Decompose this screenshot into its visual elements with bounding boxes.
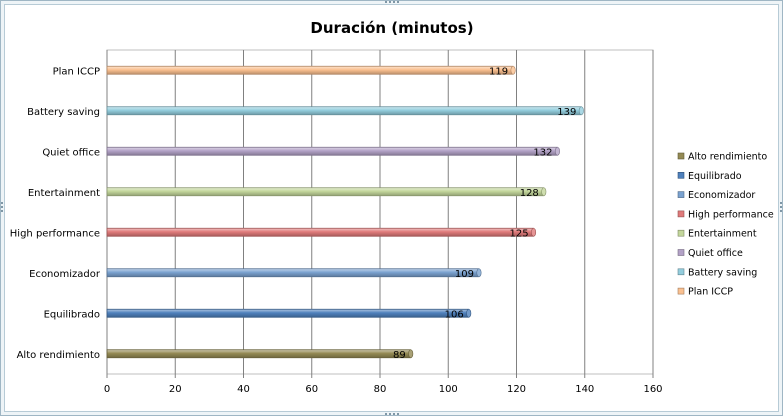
bar bbox=[106, 349, 412, 359]
category-label: Plan ICCP bbox=[53, 66, 100, 77]
data-label: 139 bbox=[557, 107, 576, 118]
legend: Alto rendimiento Equilibrado Economizador H… bbox=[677, 152, 774, 298]
bar-end-cap bbox=[578, 106, 584, 116]
chart-title: Duración (minutos) bbox=[310, 19, 473, 37]
legend-entry: Battery saving bbox=[688, 267, 757, 278]
category-label: Economizador bbox=[29, 269, 101, 280]
legend-swatch bbox=[677, 191, 685, 198]
legend-swatch bbox=[677, 210, 685, 218]
legend-swatch bbox=[677, 249, 685, 256]
legend-entry: Alto rendimiento bbox=[688, 152, 767, 163]
x-tick-label: 80 bbox=[374, 384, 387, 395]
bar-end-cap bbox=[541, 187, 547, 197]
legend-entry: Plan ICCP bbox=[688, 287, 733, 298]
legend-swatch bbox=[677, 172, 685, 179]
data-label: 109 bbox=[455, 269, 474, 280]
legend-entry: Equilibrado bbox=[688, 171, 742, 182]
x-tick-label: 120 bbox=[507, 384, 526, 395]
x-tick-label: 60 bbox=[305, 384, 318, 395]
data-label: 132 bbox=[533, 147, 552, 158]
bar-end-cap bbox=[476, 268, 482, 278]
bar-end-cap bbox=[510, 65, 516, 75]
category-label: Equilibrado bbox=[44, 309, 100, 320]
legend-swatch bbox=[677, 287, 685, 295]
legend-swatch bbox=[677, 152, 685, 160]
x-tick-label: 40 bbox=[237, 384, 250, 395]
data-label: 106 bbox=[445, 309, 464, 320]
bar-end-cap bbox=[408, 349, 414, 359]
category-label: High performance bbox=[10, 228, 100, 239]
x-tick-label: 100 bbox=[439, 384, 458, 395]
x-tick-label: 0 bbox=[104, 384, 110, 395]
bar bbox=[106, 106, 582, 116]
category-label: Quiet office bbox=[42, 147, 100, 158]
bar bbox=[106, 187, 545, 197]
category-label: Battery saving bbox=[27, 107, 100, 118]
bar bbox=[106, 308, 470, 318]
bar bbox=[106, 65, 514, 75]
bar-end-cap bbox=[466, 308, 472, 318]
bar-end-cap bbox=[554, 146, 560, 156]
x-tick-label: 160 bbox=[643, 384, 662, 395]
legend-entry: Entertainment bbox=[688, 229, 757, 240]
legend-entry: High performance bbox=[688, 209, 774, 220]
category-label: Entertainment bbox=[28, 188, 100, 199]
data-label: 125 bbox=[509, 228, 528, 239]
legend-swatch bbox=[677, 268, 685, 276]
plot-area: 0 20 40 60 80 100 120 140 160 89 Alto rendimiento 1… bbox=[10, 49, 663, 395]
bar bbox=[106, 227, 534, 237]
x-tick-label: 20 bbox=[169, 384, 182, 395]
bar-end-cap bbox=[531, 227, 537, 237]
legend-entry: Economizador bbox=[688, 190, 755, 201]
category-label: Alto rendimiento bbox=[17, 350, 100, 361]
bar bbox=[106, 268, 480, 278]
legend-swatch bbox=[677, 229, 685, 237]
x-tick-label: 140 bbox=[575, 384, 594, 395]
data-label: 119 bbox=[489, 66, 508, 77]
data-label: 128 bbox=[520, 188, 539, 199]
legend-entry: Quiet office bbox=[688, 248, 743, 259]
data-label: 89 bbox=[393, 350, 406, 361]
bar bbox=[106, 146, 558, 156]
